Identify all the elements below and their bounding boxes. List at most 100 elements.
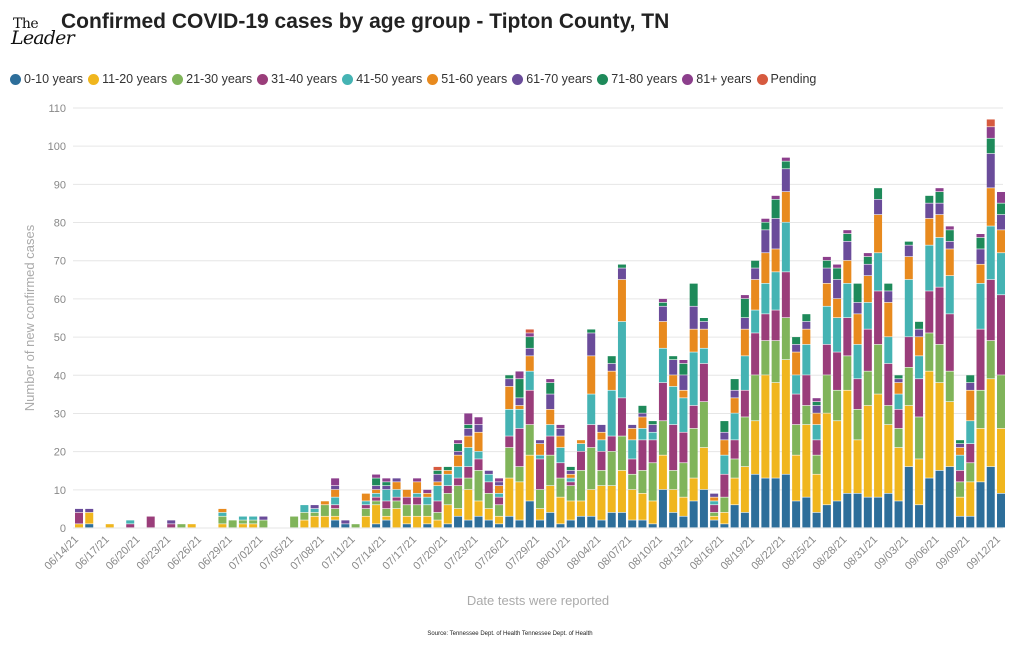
bar-segment: [986, 466, 995, 528]
bar-segment: [792, 337, 801, 345]
bar-segment: [454, 478, 463, 486]
bar-segment: [740, 390, 749, 417]
bar-segment: [822, 256, 831, 261]
bar-segment: [259, 516, 268, 520]
bar-segment: [710, 505, 719, 513]
bar-segment: [85, 524, 94, 528]
bar-segment: [812, 402, 821, 406]
bar-segment: [689, 478, 698, 501]
bar-segment: [361, 493, 370, 501]
bar-segment: [751, 421, 760, 474]
bar-segment: [525, 333, 534, 337]
legend-item[interactable]: 11-20 years: [88, 72, 167, 86]
y-tick-label: 60: [54, 294, 66, 306]
bar-segment: [853, 283, 862, 303]
bar-segment: [833, 352, 842, 390]
bar-segment: [433, 520, 442, 528]
bar-segment: [433, 486, 442, 501]
legend-item[interactable]: 51-60 years: [427, 72, 507, 86]
bar-segment: [904, 337, 913, 368]
bar-segment: [884, 363, 893, 406]
bar-segment: [372, 501, 381, 505]
bar-segment: [638, 417, 647, 429]
legend-item[interactable]: 61-70 years: [512, 72, 592, 86]
bar-segment: [740, 417, 749, 467]
bar-segment: [843, 234, 852, 242]
bar-segment: [679, 375, 688, 390]
legend-item[interactable]: 31-40 years: [257, 72, 337, 86]
bar-segment: [515, 428, 524, 467]
legend-swatch: [682, 73, 694, 85]
bar-segment: [290, 516, 299, 528]
legend-item[interactable]: 71-80 years: [597, 72, 677, 86]
bar-segment: [587, 394, 596, 425]
bar-segment: [792, 375, 801, 394]
bar-segment: [628, 440, 637, 459]
bar-segment: [781, 474, 790, 528]
bar-segment: [843, 230, 852, 234]
bar-segment: [464, 489, 473, 520]
bar-segment: [576, 451, 585, 471]
bar-segment: [761, 283, 770, 314]
bar-segment: [863, 371, 872, 406]
legend-item[interactable]: 41-50 years: [342, 72, 422, 86]
bar-segment: [587, 356, 596, 394]
bar-segment: [443, 474, 452, 486]
bar-segment: [935, 344, 944, 383]
bar-segment: [628, 459, 637, 474]
bar-segment: [894, 428, 903, 448]
bar-segment: [781, 161, 790, 169]
bar-segment: [454, 451, 463, 455]
bar-segment: [495, 478, 504, 482]
bar-segment: [372, 478, 381, 486]
bar-segment: [720, 512, 729, 524]
bar-segment: [874, 291, 883, 345]
bar-segment: [956, 482, 965, 497]
bar-segment: [638, 405, 647, 413]
bar-segment: [925, 333, 934, 371]
bar-segment: [863, 264, 872, 276]
bar-segment: [515, 379, 524, 398]
bar-segment: [853, 344, 862, 379]
bar-segment: [966, 382, 975, 390]
bar-segment: [433, 482, 442, 486]
bar-segment: [464, 520, 473, 528]
bar-segment: [331, 508, 340, 516]
bar-segment: [976, 237, 985, 249]
bar-segment: [331, 520, 340, 528]
legend-item[interactable]: 0-10 years: [10, 72, 83, 86]
bar-segment: [238, 520, 247, 524]
bar-segment: [771, 272, 780, 310]
bar-segment: [915, 329, 924, 337]
bar-segment: [720, 440, 729, 455]
bar-segment: [402, 505, 411, 516]
bar-segment: [771, 195, 780, 200]
y-tick-label: 50: [54, 332, 66, 344]
bar-segment: [484, 474, 493, 482]
bar-segment: [822, 344, 831, 375]
bar-segment: [464, 436, 473, 448]
bar-segment: [372, 524, 381, 528]
bar-segment: [710, 501, 719, 505]
bar-segment: [935, 203, 944, 215]
bar-segment: [915, 505, 924, 528]
bar-segment: [443, 505, 452, 524]
bar-segment: [771, 249, 780, 272]
bar-segment: [454, 486, 463, 509]
legend-item[interactable]: 81+ years: [682, 72, 752, 86]
bar-segment: [986, 127, 995, 138]
bar-segment: [894, 447, 903, 501]
bar-segment: [638, 413, 647, 417]
bar-segment: [249, 516, 258, 520]
bar-segment: [884, 424, 893, 494]
bar-segment: [566, 474, 575, 478]
bar-segment: [843, 260, 852, 284]
bar-segment: [515, 466, 524, 482]
y-axis-title: Number of new confirmed cases: [22, 224, 37, 411]
legend-item[interactable]: 21-30 years: [172, 72, 252, 86]
bar-segment: [699, 447, 708, 490]
bar-segment: [474, 516, 483, 528]
bar-segment: [351, 524, 360, 528]
legend-item[interactable]: Pending: [756, 72, 816, 86]
bar-segment: [822, 505, 831, 528]
